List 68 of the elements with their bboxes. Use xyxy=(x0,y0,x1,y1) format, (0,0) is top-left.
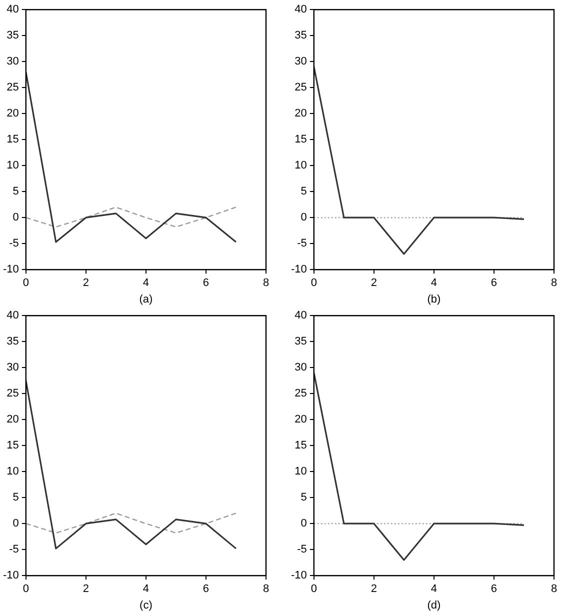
x-tick-label: 2 xyxy=(370,277,377,290)
y-tick-label: 40 xyxy=(6,4,19,16)
y-tick-label: -5 xyxy=(297,544,307,556)
x-tick-label: 8 xyxy=(550,277,558,290)
y-tick-label: 5 xyxy=(300,186,307,198)
x-tick-label: 2 xyxy=(82,277,89,290)
x-tick-label: 0 xyxy=(310,277,317,290)
y-tick-label: 25 xyxy=(6,82,19,94)
x-tick-label: 4 xyxy=(142,277,150,290)
x-axis-title: (a) xyxy=(139,293,153,306)
y-tick-label: 25 xyxy=(294,388,307,400)
x-tick-label: 4 xyxy=(430,583,438,596)
y-tick-label: -5 xyxy=(9,544,19,556)
y-tick-label: 35 xyxy=(294,336,307,348)
x-tick-label: 8 xyxy=(262,277,270,290)
y-tick-label: 40 xyxy=(294,4,307,16)
x-tick-label: 0 xyxy=(22,583,29,596)
x-tick-label: 2 xyxy=(370,583,377,596)
x-tick-label: 4 xyxy=(142,583,150,596)
y-tick-label: 20 xyxy=(6,108,19,120)
y-tick-label: 15 xyxy=(294,440,307,452)
x-axis-title: (c) xyxy=(140,599,152,612)
x-tick-label: 6 xyxy=(490,277,498,290)
x-tick-label: 4 xyxy=(430,277,438,290)
y-tick-label: 5 xyxy=(12,186,19,198)
y-tick-label: 10 xyxy=(294,160,307,172)
y-tick-label: 30 xyxy=(6,56,19,68)
y-tick-label: 30 xyxy=(6,362,19,374)
x-tick-label: 6 xyxy=(202,583,210,596)
x-axis-title: (b) xyxy=(427,293,441,306)
y-tick-label: 10 xyxy=(6,160,19,172)
x-tick-label: 0 xyxy=(22,277,29,290)
y-tick-label: 30 xyxy=(294,362,307,374)
y-tick-label: -10 xyxy=(290,570,307,582)
y-tick-label: 30 xyxy=(294,56,307,68)
x-tick-label: 6 xyxy=(490,583,498,596)
y-tick-label: -10 xyxy=(2,570,19,582)
y-tick-label: -10 xyxy=(290,264,307,276)
x-tick-label: 8 xyxy=(262,583,270,596)
x-tick-label: 2 xyxy=(82,583,89,596)
y-tick-label: 5 xyxy=(12,492,19,504)
x-tick-label: 0 xyxy=(310,583,317,596)
y-tick-label: 0 xyxy=(300,518,307,530)
y-tick-label: 20 xyxy=(294,414,307,426)
x-tick-label: 8 xyxy=(550,583,558,596)
x-axis-title: (d) xyxy=(427,599,441,612)
y-tick-label: -5 xyxy=(9,238,19,250)
y-tick-label: 10 xyxy=(6,466,19,478)
y-tick-label: 0 xyxy=(12,212,19,224)
y-tick-label: 10 xyxy=(294,466,307,478)
y-tick-label: 5 xyxy=(300,492,307,504)
y-tick-label: 25 xyxy=(294,82,307,94)
y-tick-label: -10 xyxy=(2,264,19,276)
y-tick-label: 0 xyxy=(12,518,19,530)
x-tick-label: 6 xyxy=(202,277,210,290)
y-tick-label: 35 xyxy=(6,336,19,348)
y-tick-label: 40 xyxy=(294,310,307,322)
y-tick-label: 15 xyxy=(6,134,19,146)
y-tick-label: 20 xyxy=(294,108,307,120)
y-tick-label: 0 xyxy=(300,212,307,224)
y-tick-label: 15 xyxy=(294,134,307,146)
y-tick-label: 20 xyxy=(6,414,19,426)
y-tick-label: 25 xyxy=(6,388,19,400)
y-tick-label: 35 xyxy=(294,30,307,42)
y-tick-label: 40 xyxy=(6,310,19,322)
y-tick-label: 35 xyxy=(6,30,19,42)
y-tick-label: -5 xyxy=(297,238,307,250)
y-tick-label: 15 xyxy=(6,440,19,452)
